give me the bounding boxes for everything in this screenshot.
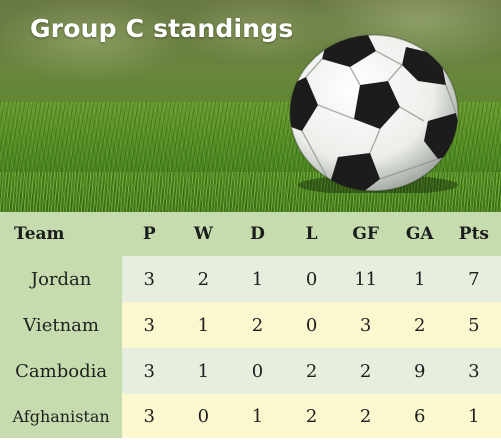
goals-for-cell: 3 (338, 302, 393, 348)
lost-cell: 2 (284, 394, 339, 438)
table-row: Afghanistan 3 0 1 2 2 6 1 (0, 394, 501, 438)
won-cell: 2 (176, 256, 231, 302)
team-name: Jordan (0, 256, 123, 302)
lost-cell: 2 (284, 348, 339, 394)
goals-for-cell: 11 (338, 256, 393, 302)
goals-against-cell: 2 (392, 302, 447, 348)
standings-table-wrap: Team P W D L GF GA Pts Jordan 3 2 1 0 (0, 212, 501, 440)
team-name: Afghanistan (0, 394, 123, 438)
played-cell: 3 (122, 302, 177, 348)
column-header-drawn: D (230, 212, 285, 256)
column-header-goals-against: GA (392, 212, 447, 256)
goals-against-cell: 9 (392, 348, 447, 394)
points-cell: 7 (446, 256, 501, 302)
points-cell: 5 (446, 302, 501, 348)
lost-cell: 0 (284, 302, 339, 348)
column-header-played: P (122, 212, 177, 256)
page-title: Group C standings (30, 14, 294, 43)
points-cell: 3 (446, 348, 501, 394)
table-header-row: Team P W D L GF GA Pts (0, 212, 501, 256)
played-cell: 3 (122, 256, 177, 302)
drawn-cell: 2 (230, 302, 285, 348)
table-row: Jordan 3 2 1 0 11 1 7 (0, 256, 501, 302)
goals-for-cell: 2 (338, 348, 393, 394)
table-row: Vietnam 3 1 2 0 3 2 5 (0, 302, 501, 348)
column-header-goals-for: GF (338, 212, 393, 256)
column-header-team: Team (0, 212, 123, 256)
drawn-cell: 0 (230, 348, 285, 394)
column-header-points: Pts (446, 212, 501, 256)
table-row: Cambodia 3 1 0 2 2 9 3 (0, 348, 501, 394)
goals-against-cell: 6 (392, 394, 447, 438)
won-cell: 0 (176, 394, 231, 438)
played-cell: 3 (122, 394, 177, 438)
played-cell: 3 (122, 348, 177, 394)
points-cell: 1 (446, 394, 501, 438)
soccer-ball-icon (289, 34, 459, 193)
won-cell: 1 (176, 302, 231, 348)
goals-against-cell: 1 (392, 256, 447, 302)
standings-table: Team P W D L GF GA Pts Jordan 3 2 1 0 (0, 212, 501, 438)
banner-photo: Group C standings (0, 0, 501, 212)
team-name: Vietnam (0, 302, 123, 348)
team-name: Cambodia (0, 348, 123, 394)
column-header-won: W (176, 212, 231, 256)
column-header-lost: L (284, 212, 339, 256)
lost-cell: 0 (284, 256, 339, 302)
drawn-cell: 1 (230, 256, 285, 302)
won-cell: 1 (176, 348, 231, 394)
goals-for-cell: 2 (338, 394, 393, 438)
drawn-cell: 1 (230, 394, 285, 438)
